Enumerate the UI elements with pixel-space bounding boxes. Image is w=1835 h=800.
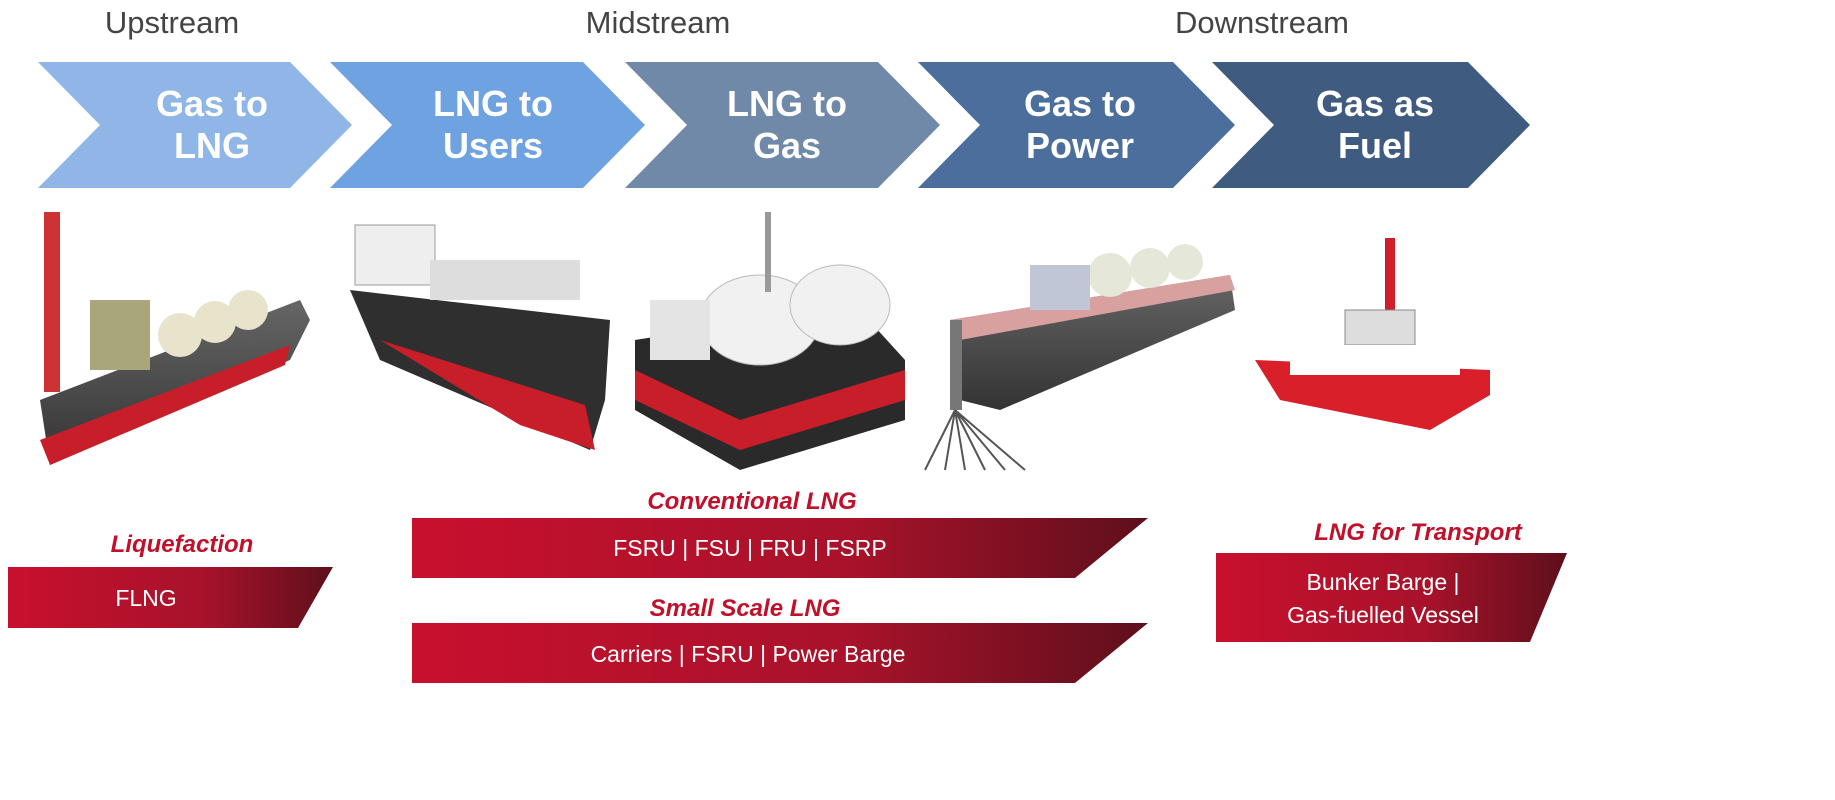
group-title: LNG for Transport — [1314, 519, 1523, 546]
chevron — [1212, 62, 1530, 188]
ship-tug — [1255, 238, 1490, 430]
chevron-label: Gas — [753, 125, 821, 166]
groups: Liquefaction FLNG Conventional LNG FSRU … — [8, 488, 1567, 683]
group-title: Conventional LNG — [647, 488, 856, 515]
chevron-label: LNG to — [433, 83, 553, 124]
chevron — [625, 62, 940, 188]
stage-label: Midstream — [586, 5, 731, 40]
chevron-label: Fuel — [1338, 125, 1412, 166]
ships — [40, 212, 1490, 471]
banner — [412, 518, 1148, 578]
group-text: Carriers | FSRU | Power Barge — [591, 641, 906, 667]
chevron — [38, 62, 352, 188]
ship-fsrp — [924, 244, 1235, 471]
group-title: Small Scale LNG — [650, 595, 841, 622]
banner — [8, 567, 333, 628]
chevron-label: Gas as — [1316, 83, 1434, 124]
ship-flng — [40, 212, 310, 465]
group-title: Liquefaction — [111, 531, 254, 558]
chevron — [918, 62, 1235, 188]
chevron-label: LNG — [174, 125, 250, 166]
chevron — [330, 62, 645, 188]
group-text: Gas-fuelled Vessel — [1287, 602, 1479, 628]
stage-label: Upstream — [105, 5, 239, 40]
banner — [412, 623, 1148, 683]
group-text: Bunker Barge | — [1306, 569, 1459, 595]
chevron-label: Users — [443, 125, 543, 166]
ship-carrier — [350, 224, 610, 450]
chevron-label: LNG to — [727, 83, 847, 124]
chevron-label: Power — [1026, 125, 1134, 166]
group-text: FLNG — [115, 585, 176, 611]
chevron-label: Gas to — [1024, 83, 1136, 124]
chevrons: Gas to LNG LNG to Users LNG to Gas Gas t… — [38, 62, 1530, 188]
group-text: FSRU | FSU | FRU | FSRP — [613, 535, 886, 561]
ship-fsru — [635, 212, 905, 470]
chevron-label: Gas to — [156, 83, 268, 124]
banner — [1216, 553, 1567, 642]
stage-label: Downstream — [1175, 5, 1349, 40]
flare-tower — [44, 212, 60, 392]
